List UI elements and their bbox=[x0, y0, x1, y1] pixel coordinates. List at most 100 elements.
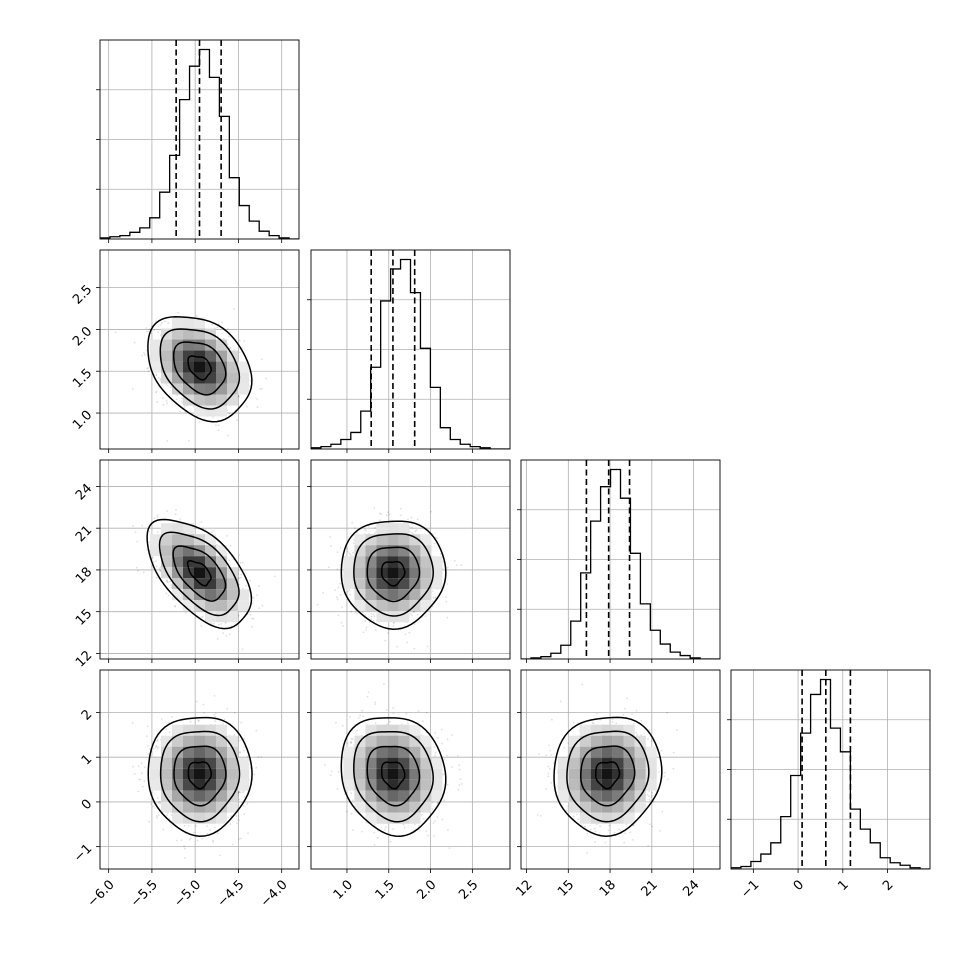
sample-point bbox=[236, 419, 238, 422]
density-cell bbox=[205, 405, 216, 417]
sample-point bbox=[137, 790, 140, 793]
sample-point bbox=[249, 379, 252, 382]
density-cell bbox=[183, 545, 194, 557]
density-cell bbox=[205, 350, 216, 362]
sample-point bbox=[155, 374, 158, 377]
density-cell bbox=[409, 545, 421, 557]
sample-point bbox=[375, 629, 377, 631]
sample-point bbox=[217, 832, 219, 835]
density-cell bbox=[172, 383, 183, 395]
sample-point bbox=[170, 584, 173, 586]
sample-point bbox=[156, 400, 159, 403]
sample-point bbox=[396, 645, 399, 648]
sample-point bbox=[431, 590, 434, 592]
density-cell bbox=[420, 589, 432, 601]
contour-line bbox=[158, 531, 240, 617]
sample-point bbox=[240, 837, 242, 840]
histogram-panel-0 bbox=[96, 39, 300, 243]
sample-point bbox=[211, 323, 214, 326]
density-cell bbox=[172, 317, 183, 329]
density-cell bbox=[398, 611, 410, 623]
sample-point bbox=[352, 551, 354, 554]
density-cell bbox=[205, 545, 216, 557]
sample-point bbox=[141, 524, 144, 527]
sample-point bbox=[133, 341, 136, 344]
sample-point bbox=[370, 613, 373, 616]
density-cell bbox=[161, 556, 172, 568]
density-cell bbox=[398, 600, 410, 612]
sample-point bbox=[189, 837, 192, 840]
contour-line-inner bbox=[381, 560, 406, 587]
sample-point bbox=[392, 624, 395, 627]
sample-point bbox=[209, 622, 212, 625]
sample-point bbox=[200, 625, 203, 627]
sample-point bbox=[340, 621, 343, 624]
sample-point bbox=[404, 633, 407, 636]
contour-line-outer bbox=[147, 316, 253, 423]
sample-point bbox=[237, 614, 240, 617]
sample-point bbox=[213, 713, 215, 716]
sample-point bbox=[154, 560, 157, 562]
sample-point bbox=[228, 633, 231, 636]
y-tick-label: 18 bbox=[73, 565, 95, 587]
density-cell bbox=[227, 589, 238, 601]
sample-point bbox=[134, 531, 137, 534]
sample-point bbox=[370, 615, 373, 618]
sample-point bbox=[260, 387, 263, 390]
sample-point bbox=[231, 843, 234, 846]
sample-point bbox=[200, 521, 203, 523]
sample-point bbox=[137, 765, 140, 768]
y-tick-label: 1.5 bbox=[70, 366, 95, 391]
density-cell bbox=[150, 545, 161, 557]
density-cell bbox=[343, 567, 355, 579]
sample-point bbox=[143, 766, 146, 769]
sample-point bbox=[336, 568, 339, 570]
sample-point bbox=[166, 402, 168, 405]
sample-point bbox=[229, 544, 232, 547]
density-cell bbox=[150, 361, 161, 373]
sample-point bbox=[430, 510, 432, 513]
sample-point bbox=[337, 586, 340, 589]
sample-point bbox=[256, 406, 259, 409]
density-cell bbox=[376, 578, 388, 590]
sample-point bbox=[238, 395, 240, 398]
histogram-step bbox=[311, 258, 510, 449]
density-cell bbox=[238, 383, 249, 395]
sample-point bbox=[156, 531, 159, 533]
sample-point bbox=[155, 373, 158, 376]
density-cell bbox=[227, 383, 238, 395]
sample-point bbox=[175, 398, 178, 401]
sample-point bbox=[387, 511, 389, 514]
sample-point bbox=[256, 594, 258, 596]
sample-point bbox=[409, 613, 412, 615]
density-cell bbox=[354, 578, 366, 590]
sample-point bbox=[164, 320, 167, 323]
sample-point bbox=[212, 622, 215, 625]
sample-point bbox=[195, 825, 198, 827]
sample-point bbox=[339, 594, 342, 596]
panel-frame bbox=[99, 39, 300, 240]
sample-point bbox=[227, 328, 229, 330]
sample-point bbox=[165, 400, 168, 402]
sample-point bbox=[216, 326, 219, 328]
sample-point bbox=[160, 322, 163, 324]
sample-point bbox=[364, 528, 366, 531]
sample-point bbox=[156, 516, 159, 518]
sample-point bbox=[408, 631, 411, 634]
density-cell bbox=[183, 383, 194, 395]
histogram-panel-2 bbox=[517, 459, 721, 663]
sample-point bbox=[365, 626, 368, 629]
sample-point bbox=[198, 421, 201, 423]
sample-point bbox=[238, 339, 241, 342]
density-cell bbox=[398, 589, 410, 601]
contour-line bbox=[353, 533, 435, 617]
sample-point bbox=[161, 397, 164, 399]
sample-point bbox=[336, 551, 339, 554]
sample-point bbox=[252, 617, 255, 620]
sample-point bbox=[147, 370, 150, 372]
sample-point bbox=[214, 712, 217, 715]
sample-point bbox=[142, 571, 145, 574]
scatter-content bbox=[316, 507, 463, 650]
sample-point bbox=[145, 327, 148, 330]
density-cell bbox=[376, 600, 388, 612]
